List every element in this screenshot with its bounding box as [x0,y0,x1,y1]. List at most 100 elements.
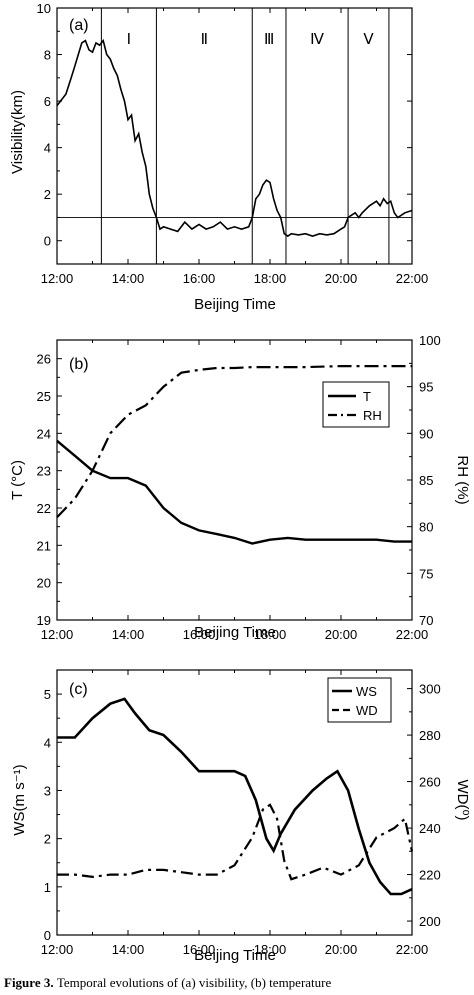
panel-c-legend: WS WD [327,677,392,723]
panel-b-ticks [56,339,413,621]
panel-b-right-title: RH (%) [454,455,471,504]
panel-b-left-title: T (°C) [9,460,26,500]
phase-label: Ⅳ [310,31,324,48]
y-tick-label: 200 [419,914,441,929]
panel-b-temperature-rh: (b) T RH 12:00 14:00 16:00 18:00 20:00 22:00 … [9,333,471,642]
panel-a-y-title: Visibility(km) [9,90,26,174]
x-tick-label: 22:00 [396,271,429,286]
panel-c-right-title: WD(⁰) [454,780,471,821]
caption-lead: Figure 3. [4,975,54,990]
x-tick-label: 12:00 [41,271,74,286]
y-tick-label: 8 [44,48,51,63]
y-tick-label: 3 [44,783,51,798]
panel-a-x-tick-labels: 12:00 14:00 16:00 18:00 20:00 22:00 [41,271,429,286]
x-tick-label: 14:00 [112,627,145,642]
x-tick-label: 14:00 [112,271,145,286]
x-tick-label: 22:00 [396,627,429,642]
y-tick-label: 24 [37,426,51,441]
panel-a-x-title: Beijing Time [194,296,276,313]
x-tick-label: 16:00 [183,271,216,286]
temperature-line [56,439,412,545]
y-tick-label: 80 [419,520,433,535]
figure-caption: Figure 3. Temporal evolutions of (a) vis… [4,975,331,991]
panel-b-x-title: Beijing Time [194,624,276,641]
y-tick-label: 2 [44,187,51,202]
x-tick-label: 18:00 [254,271,287,286]
y-tick-label: 5 [44,687,51,702]
x-tick-label: 18:00 [254,942,287,957]
panel-c-left-tick-labels: 0 1 2 3 4 5 [44,687,51,943]
wind-speed-line [57,697,413,896]
y-tick-label: 4 [44,735,51,750]
x-tick-label: 18:00 [254,627,287,642]
y-tick-label: 23 [37,464,51,479]
y-tick-label: 260 [419,775,441,790]
phase-label: Ⅰ [127,31,131,48]
y-tick-label: 1 [44,880,51,895]
x-tick-label: 16:00 [183,942,216,957]
y-tick-label: 0 [44,234,51,249]
y-tick-label: 85 [419,473,433,488]
y-tick-label: 19 [37,613,51,628]
panel-a-ticks [56,7,413,264]
y-tick-label: 70 [419,613,433,628]
panel-c-x-tick-labels: 12:00 14:00 16:00 18:00 20:00 22:00 [41,942,429,957]
y-tick-label: 75 [419,566,433,581]
y-tick-label: 240 [419,821,441,836]
x-tick-label: 12:00 [41,627,74,642]
x-tick-label: 20:00 [325,942,358,957]
y-tick-label: 90 [419,426,433,441]
panel-a-label: (a) [69,17,89,34]
y-tick-label: 25 [37,389,51,404]
y-tick-label: 21 [37,538,51,553]
y-tick-label: 0 [44,928,51,943]
y-tick-label: 300 [419,682,441,697]
panel-a-phase-dividers: Ⅰ Ⅱ Ⅲ Ⅳ Ⅴ [100,8,390,264]
panel-c-x-title: Beijing Time [194,947,276,964]
y-tick-label: 10 [37,1,51,16]
panel-b-legend-box [322,381,390,428]
legend-label-ws: WS [356,684,377,699]
panel-a-visibility: Ⅰ Ⅱ Ⅲ Ⅳ Ⅴ (a) 12:00 14:00 16:00 18:00 20:00 22:00… [9,1,428,313]
panel-a-frame [56,7,413,265]
y-tick-label: 4 [44,141,51,156]
panel-c-wind: (c) WS WD 12:00 14:00 16:00 18:00 20:00 22:00… [11,669,471,964]
legend-label-wd: WD [356,703,378,718]
y-tick-label: 280 [419,728,441,743]
legend-label-t: T [363,389,371,404]
caption-text: Temporal evolutions of (a) visibility, (… [56,975,332,990]
panel-b-legend: T RH [322,381,390,428]
y-tick-label: 20 [37,576,51,591]
panel-b-x-tick-labels: 12:00 14:00 16:00 18:00 20:00 22:00 [41,627,429,642]
legend-label-rh: RH [363,408,382,423]
panel-c-ticks [56,670,413,936]
x-tick-label: 20:00 [325,627,358,642]
panel-c-right-tick-labels: 200 220 240 260 280 300 [419,682,441,929]
x-tick-label: 12:00 [41,942,74,957]
phase-label: Ⅴ [363,31,374,48]
phase-label: Ⅲ [264,31,274,48]
panel-c-legend-box [327,677,392,723]
panel-a-y-tick-labels: 0 2 4 6 8 10 [37,1,51,249]
y-tick-label: 95 [419,380,433,395]
panel-c-left-title: WS(m s⁻¹) [11,764,28,835]
rh-line [56,365,412,519]
y-tick-label: 2 [44,832,51,847]
x-tick-label: 16:00 [183,627,216,642]
wind-direction-line [57,803,414,881]
y-tick-label: 22 [37,501,51,516]
panel-b-label: (b) [69,356,89,373]
x-tick-label: 14:00 [112,942,145,957]
y-tick-label: 6 [44,94,51,109]
y-tick-label: 220 [419,868,441,883]
x-tick-label: 22:00 [396,942,429,957]
phase-label: Ⅱ [201,31,208,48]
panel-b-right-tick-labels: 70 75 80 85 90 95 100 [419,333,441,628]
y-tick-label: 26 [37,352,51,367]
panel-c-label: (c) [69,681,88,698]
x-tick-label: 20:00 [325,271,358,286]
y-tick-label: 100 [419,333,441,348]
visibility-line [56,38,413,238]
panel-b-left-tick-labels: 19 20 21 22 23 24 25 26 [37,352,51,628]
